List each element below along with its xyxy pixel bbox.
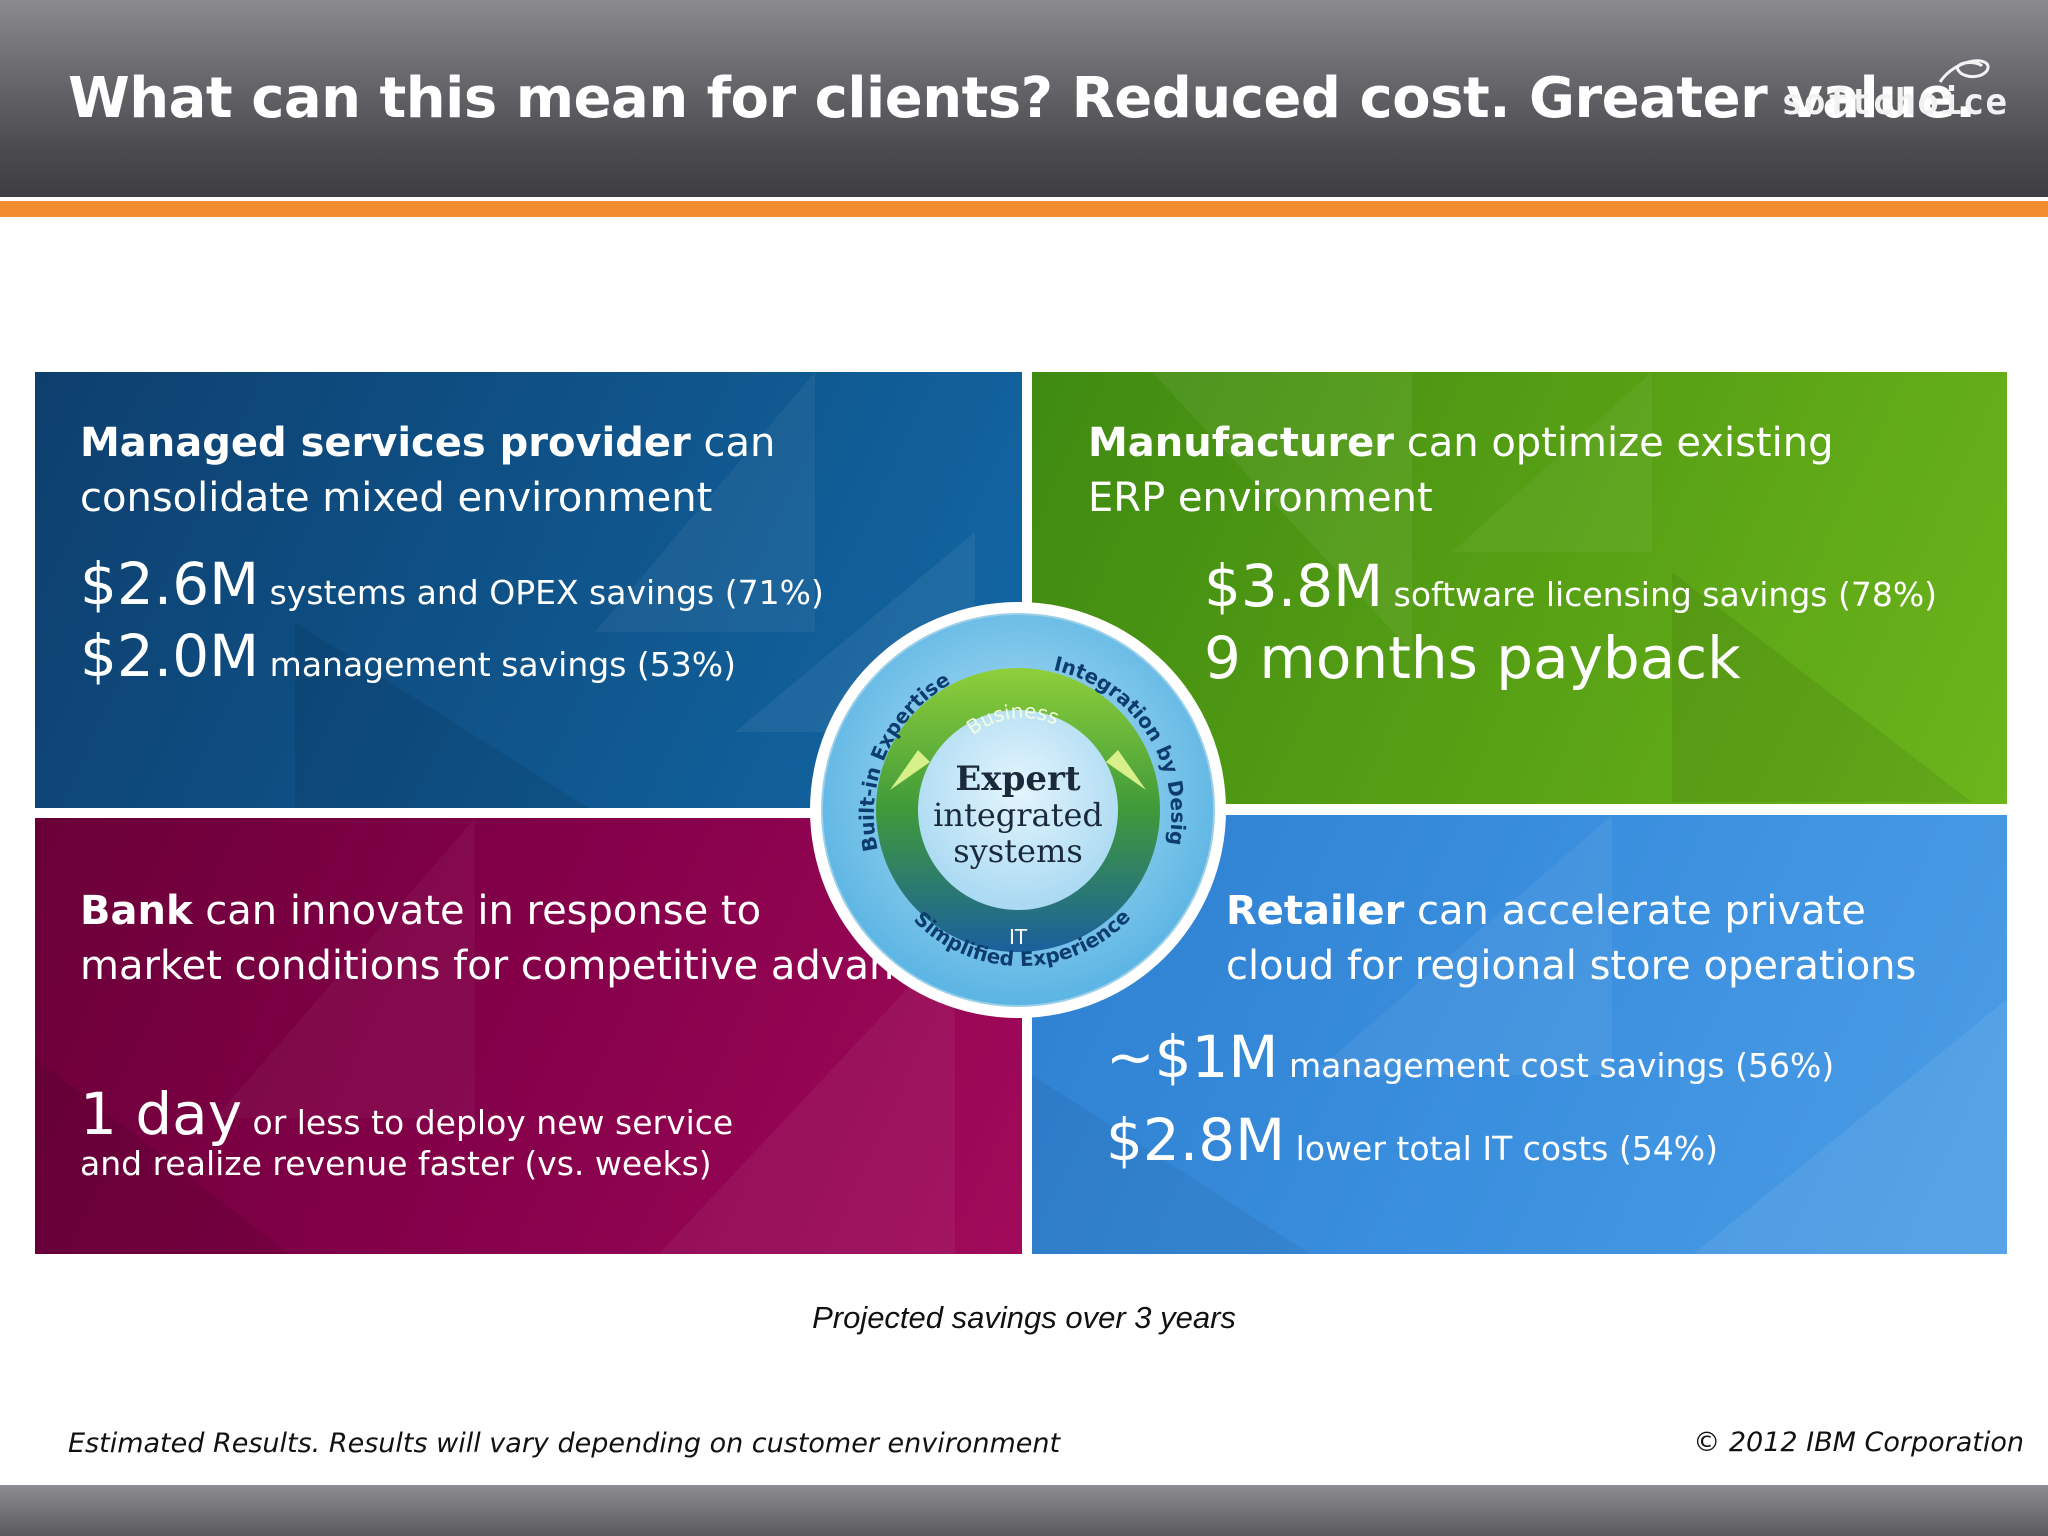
slide-title: What can this mean for clients? Reduced … xyxy=(68,66,1976,131)
orange-accent-bar xyxy=(0,201,2048,217)
manufacturer-stat-payback: 9 months payback xyxy=(1204,624,1741,692)
panel-manufacturer: Manufacturer can optimize existing ERP e… xyxy=(1032,372,2007,804)
wheel-center-disc xyxy=(918,710,1118,910)
softchoice-logo: softchoice xyxy=(1781,82,2008,123)
slide-header: What can this mean for clients? Reduced … xyxy=(0,0,2048,197)
msp-stat-management-savings: $2.0M management savings (53%) xyxy=(80,622,736,690)
msp-stat-systems-savings: $2.6M systems and OPEX savings (71%) xyxy=(80,550,824,618)
wheel-center-line2: integrated xyxy=(933,796,1103,834)
retailer-stat-management-savings: ~$1M management cost savings (56%) xyxy=(1106,1023,1835,1091)
retailer-headline-line2: cloud for regional store operations xyxy=(1226,943,1917,989)
wheel-right-chevron xyxy=(1106,750,1146,790)
footer-disclaimer: Estimated Results. Results will vary dep… xyxy=(68,1428,1061,1459)
retailer-headline-line1: Retailer can accelerate private xyxy=(1226,888,1866,934)
projected-savings-caption: Projected savings over 3 years xyxy=(812,1300,1236,1335)
bank-stat-revenue-note: and realize revenue faster (vs. weeks) xyxy=(80,1144,712,1183)
softchoice-swirl-icon xyxy=(1938,59,1990,83)
wheel-center-line3: systems xyxy=(953,832,1082,870)
bank-headline-line2: market conditions for competitive advant… xyxy=(80,943,985,989)
wheel-center-line1: Expert xyxy=(955,759,1081,799)
msp-headline-line2: consolidate mixed environment xyxy=(80,475,713,521)
manufacturer-stat-licensing-savings: $3.8M software licensing savings (78%) xyxy=(1204,552,1938,620)
panel-bank: Bank can innovate in response to market … xyxy=(35,818,1022,1254)
footer-bar xyxy=(0,1485,2048,1536)
expert-integrated-systems-wheel: Built-in Expertise Integration by Design… xyxy=(808,600,1226,1018)
msp-headline-line1: Managed services provider can xyxy=(80,420,776,466)
footer-copyright: © 2012 IBM Corporation xyxy=(1693,1427,2024,1458)
manufacturer-headline-line1: Manufacturer can optimize existing xyxy=(1088,420,1834,466)
wheel-inner-bottom-label: IT xyxy=(1009,925,1028,949)
retailer-stat-it-costs: $2.8M lower total IT costs (54%) xyxy=(1106,1106,1718,1174)
wheel-left-chevron xyxy=(890,750,930,790)
bank-headline-line1: Bank can innovate in response to xyxy=(80,888,762,934)
manufacturer-headline-line2: ERP environment xyxy=(1088,475,1433,521)
bank-stat-deploy-time: 1 day or less to deploy new service xyxy=(80,1080,734,1148)
header-divider xyxy=(0,197,2048,201)
